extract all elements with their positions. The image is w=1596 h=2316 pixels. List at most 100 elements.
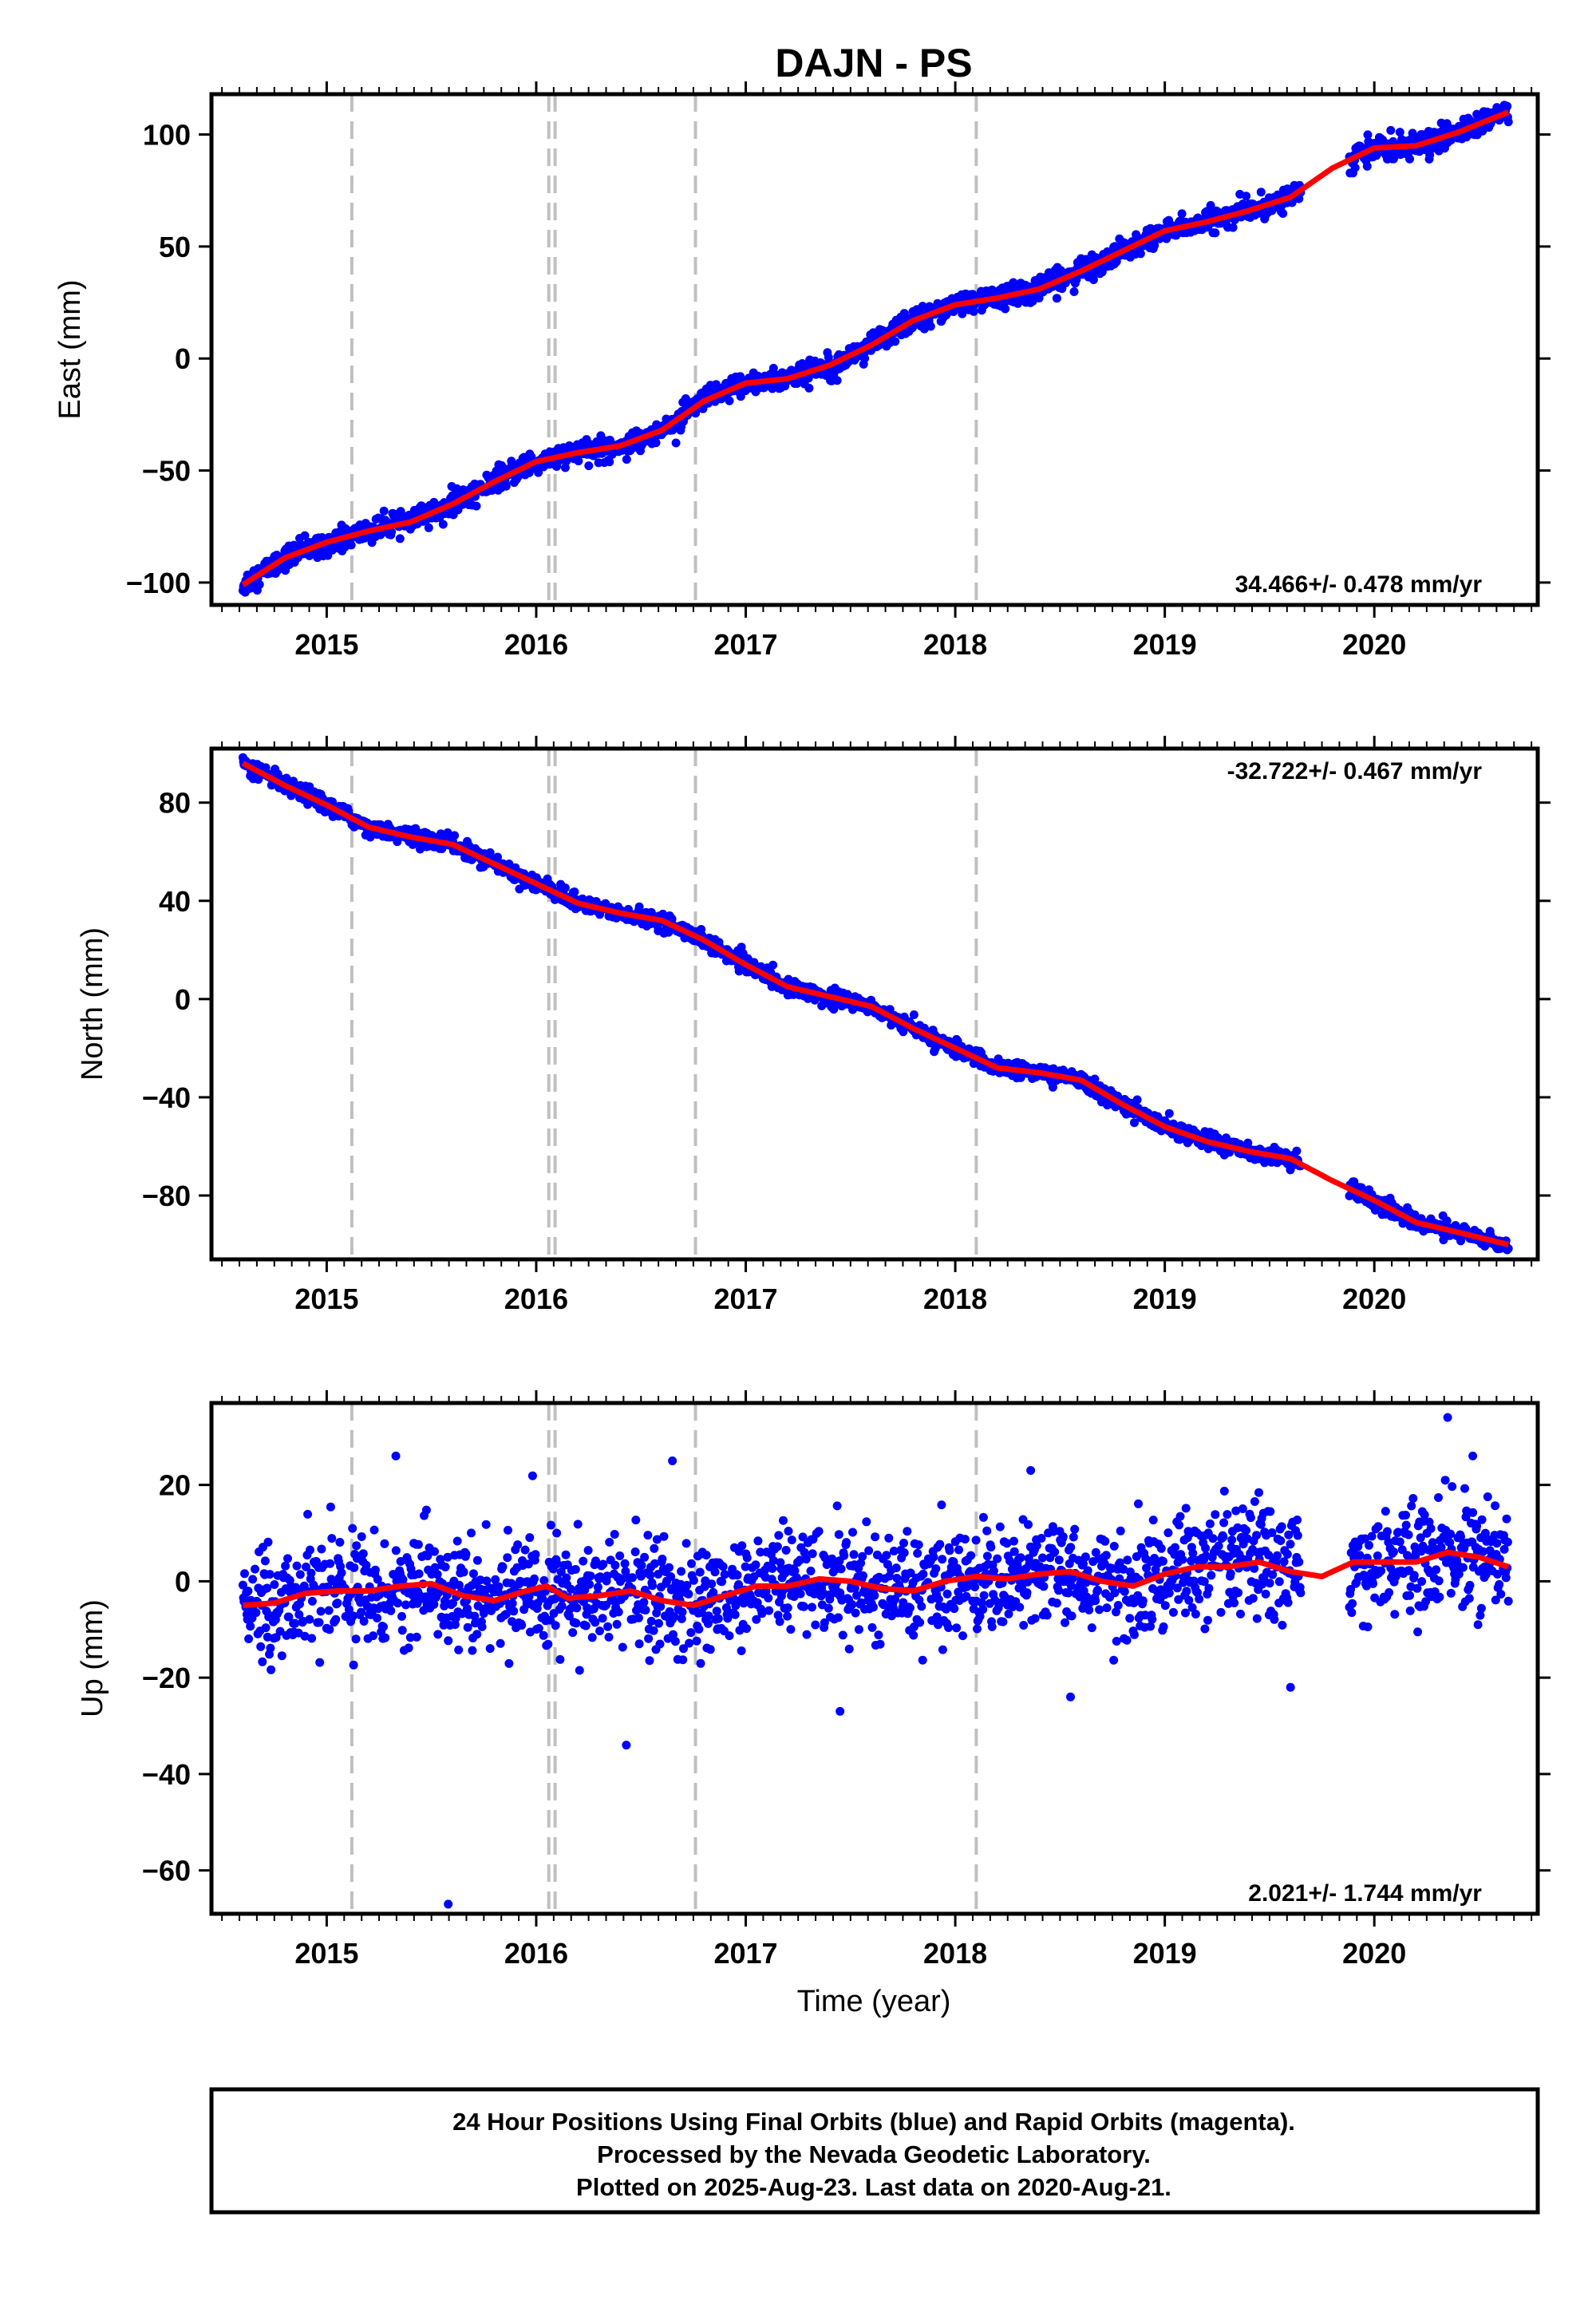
data-point <box>1162 234 1171 243</box>
data-point <box>804 383 814 393</box>
data-point <box>570 887 579 896</box>
data-point <box>583 1546 593 1555</box>
data-point <box>1405 154 1414 164</box>
data-point <box>246 1622 255 1631</box>
data-point <box>337 1568 346 1578</box>
data-point <box>498 1562 508 1571</box>
data-point <box>300 531 310 540</box>
velocity-label: -32.722+/- 0.467 mm/yr <box>1227 758 1483 785</box>
data-point <box>284 1612 294 1622</box>
data-point <box>305 1614 314 1624</box>
data-point <box>243 1587 253 1596</box>
data-point <box>292 1561 302 1571</box>
data-point <box>444 1636 453 1646</box>
data-point <box>485 848 495 857</box>
data-point <box>395 534 405 543</box>
data-point <box>1090 1074 1100 1084</box>
data-point <box>448 1599 457 1608</box>
data-point <box>737 1646 746 1655</box>
data-point <box>463 1622 472 1632</box>
data-point <box>618 1642 627 1652</box>
data-point <box>703 1618 713 1628</box>
data-point <box>438 520 448 529</box>
x-tick-label: 2020 <box>1342 1282 1406 1315</box>
data-point <box>504 1658 514 1668</box>
data-point <box>307 1634 317 1643</box>
data-point <box>454 1645 464 1654</box>
data-point <box>612 1619 622 1629</box>
data-point <box>530 1574 539 1583</box>
data-point <box>649 1626 658 1635</box>
data-point <box>1292 1146 1302 1156</box>
data-point <box>585 1579 595 1589</box>
data-point <box>539 1575 549 1585</box>
data-point <box>452 1536 462 1546</box>
data-point <box>281 1561 290 1571</box>
data-point <box>325 1625 334 1634</box>
data-point <box>682 1580 692 1590</box>
data-point <box>525 1533 535 1543</box>
data-point <box>485 1644 495 1654</box>
data-point <box>586 1571 595 1581</box>
data-point <box>1150 241 1159 251</box>
data-point <box>1088 275 1098 284</box>
data-point <box>248 1575 258 1584</box>
data-point <box>658 1555 667 1563</box>
data-point <box>631 1516 641 1525</box>
data-point <box>373 1575 382 1584</box>
data-point <box>694 1624 704 1634</box>
data-point <box>742 1553 752 1563</box>
data-point <box>574 456 583 466</box>
data-point <box>1164 1109 1174 1118</box>
data-point <box>909 1010 918 1019</box>
data-point <box>562 1573 571 1583</box>
data-point <box>451 1614 460 1623</box>
data-point <box>665 1563 674 1572</box>
data-point <box>787 1535 796 1545</box>
data-point <box>421 1505 431 1515</box>
data-point <box>634 1613 643 1622</box>
data-point <box>1256 188 1266 197</box>
data-point <box>684 1589 693 1599</box>
data-point <box>263 1537 273 1547</box>
data-point <box>534 1623 543 1633</box>
data-point <box>413 1539 423 1549</box>
data-point <box>520 1545 530 1555</box>
data-point <box>316 1607 326 1616</box>
data-point <box>666 1572 676 1582</box>
data-point <box>294 1610 304 1619</box>
y-tick-label: 0 <box>175 342 191 375</box>
data-point <box>796 1589 805 1599</box>
x-tick-label: 2019 <box>1133 1282 1197 1315</box>
data-point <box>424 523 433 532</box>
data-point <box>265 1570 275 1579</box>
data-point <box>379 506 389 516</box>
data-point <box>481 1520 491 1529</box>
data-point <box>1228 223 1238 232</box>
data-point <box>1363 130 1373 140</box>
data-point <box>351 1634 361 1644</box>
x-tick-label: 2019 <box>1133 628 1197 661</box>
data-point <box>283 1554 292 1563</box>
data-point <box>679 1644 688 1654</box>
data-point <box>639 1598 649 1607</box>
data-point <box>1001 304 1010 314</box>
data-point <box>513 1540 523 1550</box>
data-point <box>718 1562 728 1571</box>
data-point <box>393 1599 402 1608</box>
data-point <box>707 1579 717 1589</box>
data-point <box>1350 163 1360 172</box>
data-point <box>670 1637 680 1646</box>
data-point <box>591 1618 600 1627</box>
velocity-label: 34.466+/- 0.478 mm/yr <box>1235 571 1483 598</box>
data-point <box>523 1559 533 1569</box>
data-point <box>1052 294 1061 303</box>
y-tick-label: 40 <box>159 885 191 918</box>
data-point <box>772 1542 782 1551</box>
data-point <box>593 1583 602 1592</box>
data-point <box>482 1576 492 1586</box>
data-point <box>346 540 356 550</box>
data-point <box>358 1549 368 1559</box>
data-point <box>538 1594 547 1603</box>
